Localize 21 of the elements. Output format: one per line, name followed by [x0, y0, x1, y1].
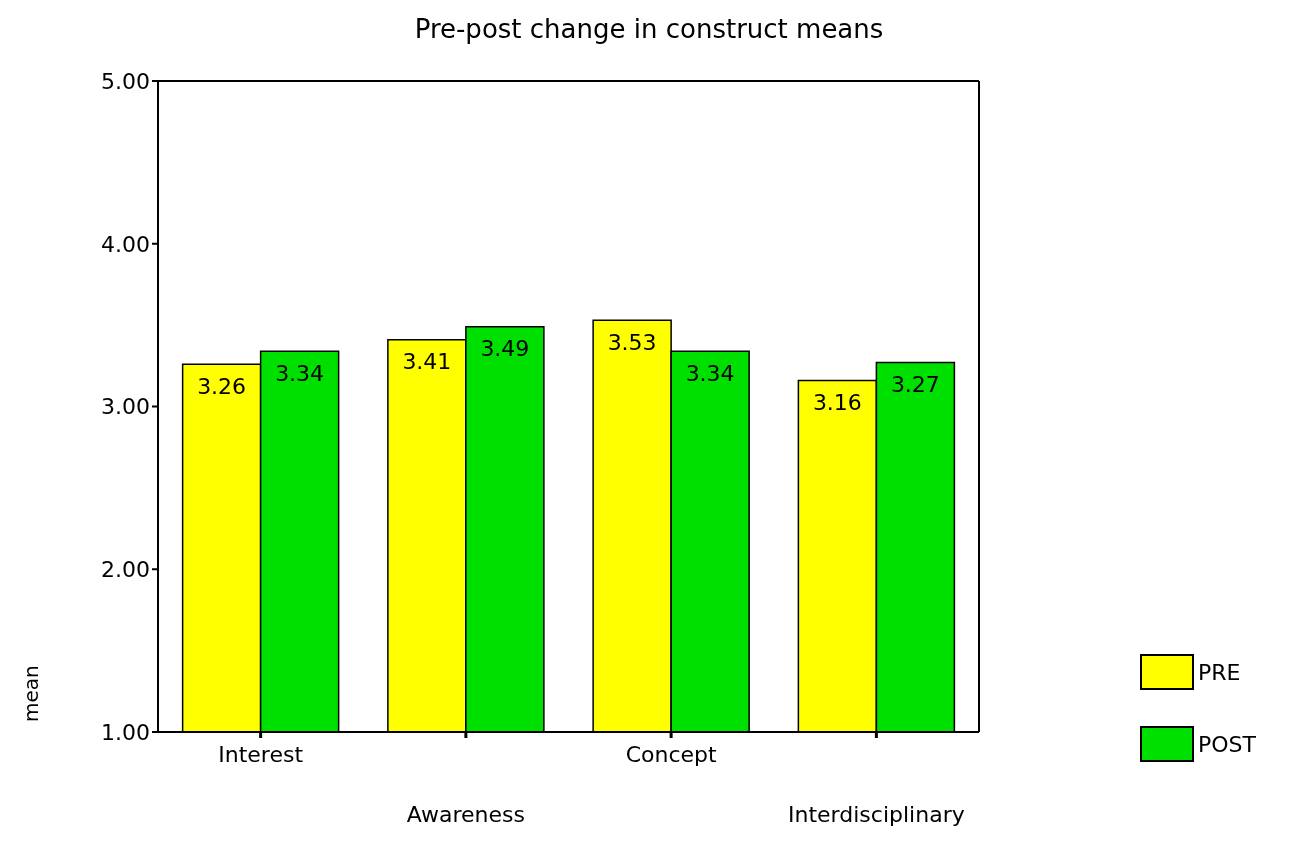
data-label: 3.27	[890, 372, 940, 398]
y-tick-label: 5.00	[101, 68, 150, 94]
data-label: 3.53	[607, 329, 657, 355]
x-tick-label: Interest	[218, 742, 304, 767]
y-tick-label: 2.00	[101, 557, 150, 583]
data-label: 3.26	[197, 373, 247, 399]
y-tick-label: 4.00	[101, 231, 150, 257]
y-tick-label: 3.00	[101, 394, 150, 420]
x-tick-label: Interdisciplinary	[788, 802, 965, 827]
legend-label: POST	[1198, 731, 1256, 757]
legend-label: PRE	[1198, 659, 1241, 685]
data-label: 3.34	[275, 360, 325, 386]
data-label: 3.49	[480, 336, 530, 362]
x-tick-label: Awareness	[406, 802, 525, 827]
data-label: 3.16	[812, 390, 862, 416]
x-tick-label: Concept	[625, 742, 717, 767]
data-label: 3.34	[685, 360, 735, 386]
chart-title: Pre-post change in construct means	[413, 14, 885, 44]
y-axis-title: mean	[19, 665, 43, 722]
data-label: 3.41	[402, 349, 452, 375]
y-tick-label: 1.00	[101, 719, 150, 745]
